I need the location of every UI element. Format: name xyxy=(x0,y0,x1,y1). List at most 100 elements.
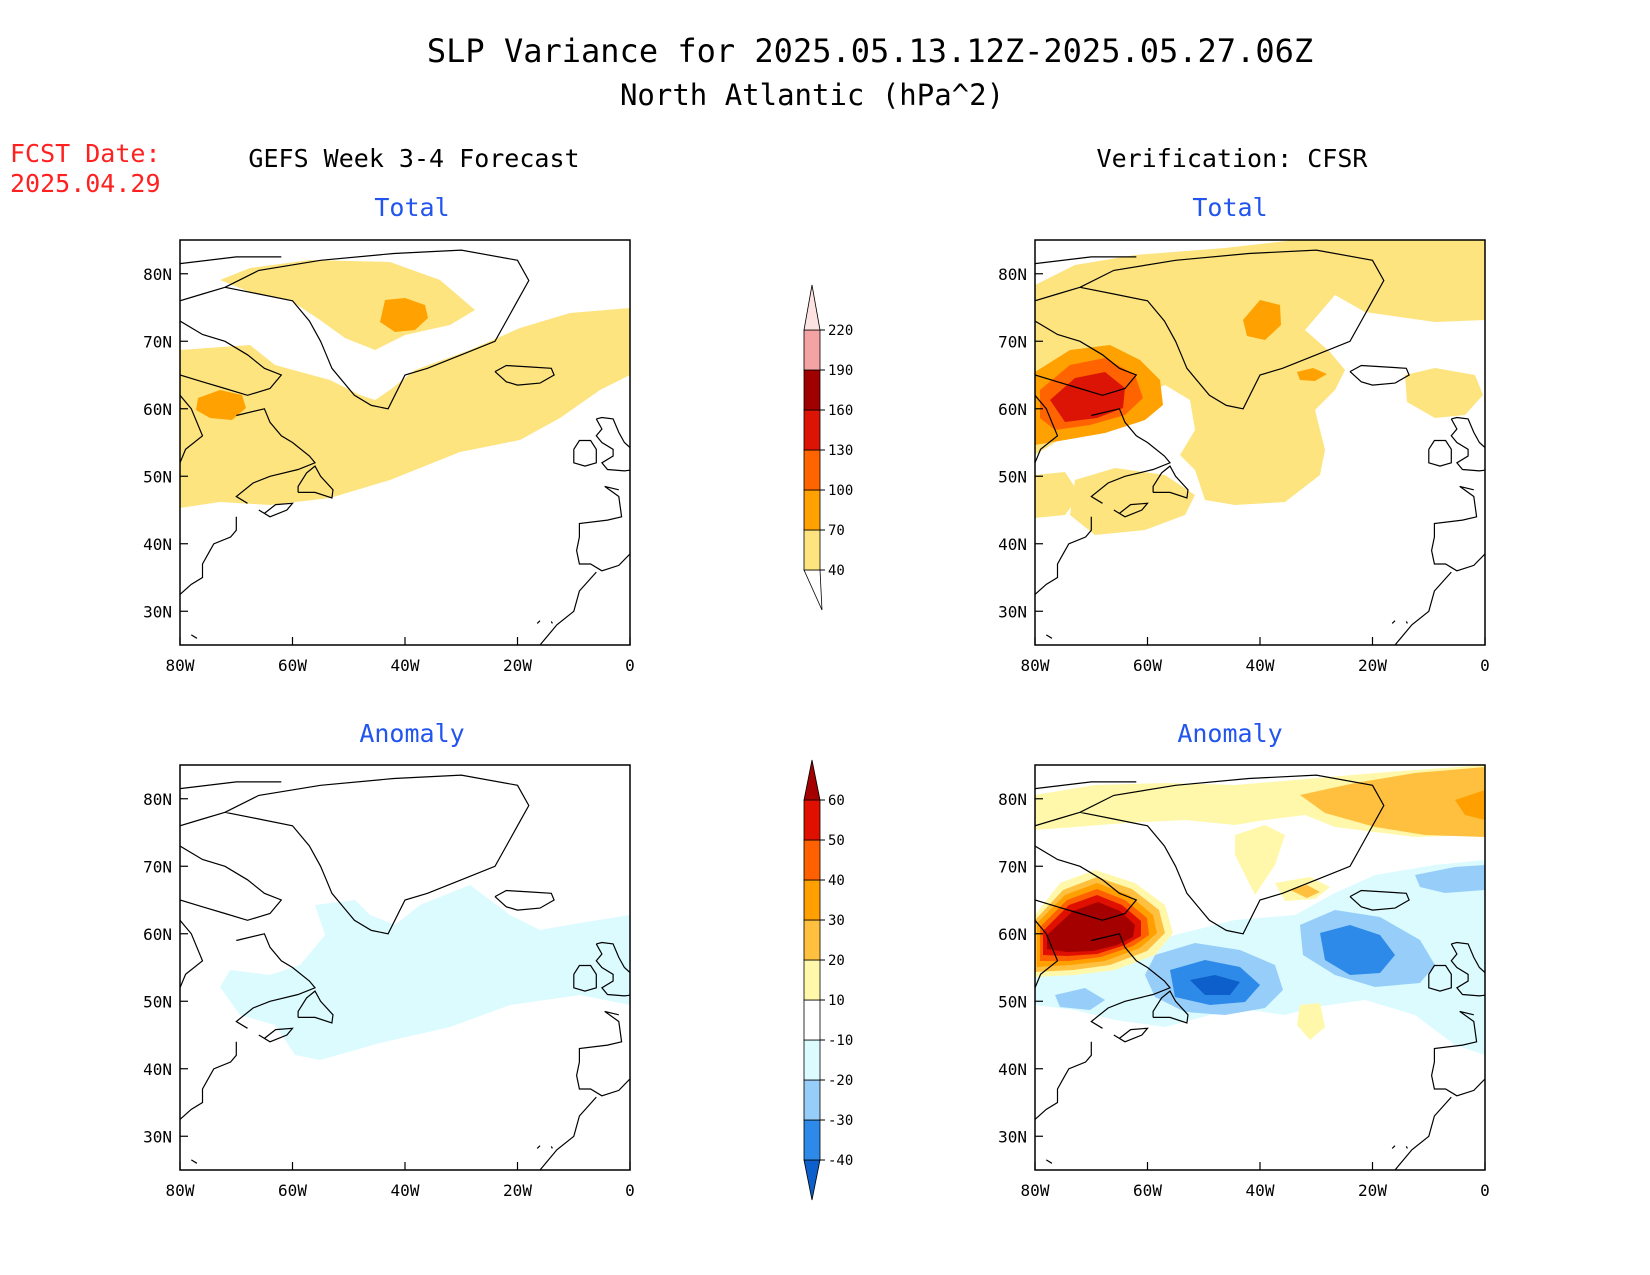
contour-40 xyxy=(1035,240,1485,505)
lat-tick-label: 80N xyxy=(143,265,172,284)
colorbar-label: -20 xyxy=(828,1073,853,1089)
contour-neg40 xyxy=(1190,975,1240,995)
contour-30 xyxy=(1455,790,1485,820)
lat-tick-label: 60N xyxy=(143,400,172,419)
lon-tick-label: 0 xyxy=(1480,656,1490,675)
lat-tick-label: 40N xyxy=(143,535,172,554)
colorbar-swatch xyxy=(803,1119,821,1161)
contour-fills xyxy=(1035,765,1485,1055)
main-title: SLP Variance for 2025.05.13.12Z-2025.05.… xyxy=(427,32,1313,70)
colorbar-swatch xyxy=(803,369,821,411)
contour-70 xyxy=(196,390,246,420)
contour-fills xyxy=(1035,240,1485,535)
colorbar-label: -10 xyxy=(828,1033,853,1049)
lon-tick-label: 60W xyxy=(278,1181,307,1200)
lon-tick-label: 20W xyxy=(503,656,532,675)
colorbar-swatch xyxy=(803,799,821,841)
colorbar-label: 130 xyxy=(828,443,853,459)
lon-tick-label: 80W xyxy=(166,656,195,675)
lat-tick-label: 50N xyxy=(998,467,1027,486)
contour-neg20 xyxy=(1055,988,1105,1010)
colorbar-label: -40 xyxy=(828,1153,853,1169)
lat-tick-label: 60N xyxy=(998,400,1027,419)
lat-tick-label: 70N xyxy=(143,332,172,351)
colorbar-swatch xyxy=(803,1159,821,1201)
lat-tick-label: 80N xyxy=(998,265,1027,284)
lon-tick-label: 40W xyxy=(1246,656,1275,675)
contour-40 xyxy=(1035,472,1080,518)
map-panel-cfsr-total: 80N 70N 60N 50N 40N 30N 80W 60W 40W 20W 0 xyxy=(998,239,1490,675)
lon-tick-label: 80W xyxy=(1021,656,1050,675)
colorbar-swatch xyxy=(803,569,823,611)
coastline-path xyxy=(180,774,630,1170)
lon-tick-label: 80W xyxy=(166,1181,195,1200)
lat-tick-label: 70N xyxy=(998,332,1027,351)
lon-tick-label: 40W xyxy=(391,1181,420,1200)
lat-tick-label: 50N xyxy=(143,992,172,1011)
colorbar-swatch xyxy=(803,759,821,801)
colorbar-label: 60 xyxy=(828,793,845,809)
lon-tick-label: 0 xyxy=(1480,1181,1490,1200)
contour-neg10 xyxy=(1035,860,1485,1055)
contour-neg20 xyxy=(1415,865,1485,893)
lon-tick-label: 0 xyxy=(625,1181,635,1200)
colorbar-swatch xyxy=(803,959,821,1001)
coastline-path xyxy=(1035,249,1485,645)
colorbar-label: 30 xyxy=(828,913,845,929)
lat-tick-label: 60N xyxy=(998,925,1027,944)
axis-ticks: 80N 70N 60N 50N 40N 30N 80W 60W 40W 20W 0 xyxy=(143,265,635,675)
colorbar-label: 10 xyxy=(828,993,845,1009)
lon-tick-label: 60W xyxy=(278,656,307,675)
colorbar-swatch xyxy=(803,1079,821,1121)
contour-70 xyxy=(380,298,428,332)
lon-tick-label: 80W xyxy=(1021,1181,1050,1200)
fcst-date-label: FCST Date: xyxy=(10,139,161,168)
panel-label-total-right: Total xyxy=(1192,193,1267,222)
fcst-date-value: 2025.04.29 xyxy=(10,169,161,198)
lat-tick-label: 50N xyxy=(143,467,172,486)
lat-tick-label: 40N xyxy=(143,1060,172,1079)
lon-tick-label: 40W xyxy=(1246,1181,1275,1200)
map-panel-gefs-total: 80N 70N 60N 50N 40N 30N 80W 60W 40W 20W 0 xyxy=(143,239,635,675)
lat-tick-label: 30N xyxy=(998,602,1027,621)
colorbar-swatch xyxy=(803,999,821,1041)
total-colorbar: 40 70 100 130 160 190 220 xyxy=(803,284,853,611)
lon-tick-label: 20W xyxy=(503,1181,532,1200)
colorbar-swatch xyxy=(803,839,821,881)
map-panel-gefs-anomaly: 80N 70N 60N 50N 40N 30N 80W 60W 40W 20W 0 xyxy=(143,764,635,1200)
colorbar-swatch xyxy=(803,449,821,491)
coastline xyxy=(1035,774,1485,1170)
contour-fills xyxy=(180,260,630,508)
lat-tick-label: 80N xyxy=(143,790,172,809)
colorbar-label: 160 xyxy=(828,403,853,419)
panel-label-anomaly-left: Anomaly xyxy=(359,719,464,748)
lat-tick-label: 30N xyxy=(143,602,172,621)
contour-130 xyxy=(1050,372,1125,422)
panel-label-total-left: Total xyxy=(374,193,449,222)
colorbar-swatch xyxy=(803,529,821,571)
axis-ticks: 80N 70N 60N 50N 40N 30N 80W 60W 40W 20W 0 xyxy=(143,790,635,1200)
contour-40 xyxy=(180,308,630,508)
coastline-path xyxy=(180,249,630,645)
axis-ticks: 80N 70N 60N 50N 40N 30N 80W 60W 40W 20W 0 xyxy=(998,790,1490,1200)
lon-tick-label: 0 xyxy=(625,656,635,675)
coastline xyxy=(1035,249,1485,645)
coastline xyxy=(180,249,630,645)
colorbar-label: 40 xyxy=(828,563,845,579)
colorbar-swatch xyxy=(803,329,821,371)
map-panel-cfsr-anomaly: 80N 70N 60N 50N 40N 30N 80W 60W 40W 20W 0 xyxy=(998,764,1490,1200)
colorbar-label: 70 xyxy=(828,523,845,539)
contour-70 xyxy=(1243,300,1281,340)
lon-tick-label: 40W xyxy=(391,656,420,675)
lat-tick-label: 70N xyxy=(143,857,172,876)
lat-tick-label: 50N xyxy=(998,992,1027,1011)
anomaly-colorbar: -40 -30 -20 -10 10 20 30 40 50 60 xyxy=(803,759,853,1201)
lat-tick-label: 80N xyxy=(998,790,1027,809)
contour-40 xyxy=(1070,468,1195,535)
colorbar-label: 50 xyxy=(828,833,845,849)
panel-label-anomaly-right: Anomaly xyxy=(1177,719,1282,748)
coastline-path xyxy=(1035,774,1485,1170)
contour-40 xyxy=(1405,368,1483,418)
colorbar-swatch xyxy=(803,1039,821,1081)
lat-tick-label: 40N xyxy=(998,535,1027,554)
